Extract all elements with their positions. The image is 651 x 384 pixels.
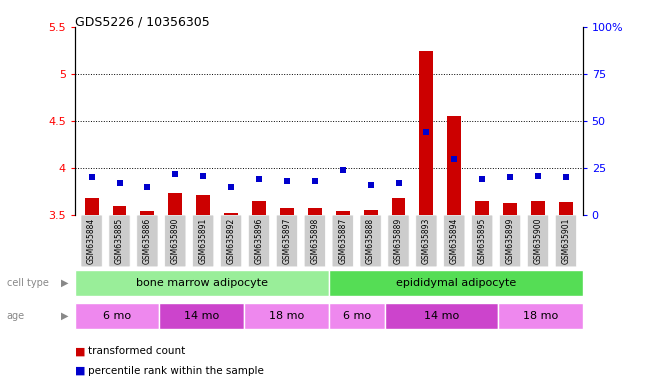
FancyBboxPatch shape: [249, 215, 270, 267]
FancyBboxPatch shape: [193, 215, 214, 267]
Text: ▶: ▶: [61, 278, 68, 288]
Text: GSM635893: GSM635893: [422, 218, 431, 264]
FancyBboxPatch shape: [499, 215, 521, 267]
Bar: [224, 213, 238, 215]
Text: GSM635884: GSM635884: [87, 218, 96, 264]
Text: GSM635886: GSM635886: [143, 218, 152, 264]
Bar: [141, 211, 154, 215]
Bar: [280, 209, 294, 215]
FancyBboxPatch shape: [385, 303, 498, 329]
Bar: [531, 201, 545, 215]
Text: 6 mo: 6 mo: [343, 311, 371, 321]
Text: 14 mo: 14 mo: [424, 311, 459, 321]
Bar: [308, 207, 322, 215]
Text: 6 mo: 6 mo: [103, 311, 132, 321]
Bar: [364, 210, 378, 215]
Text: GSM635887: GSM635887: [339, 218, 347, 264]
Bar: [391, 198, 406, 215]
FancyBboxPatch shape: [75, 270, 329, 296]
Text: ■: ■: [75, 366, 85, 376]
Text: GDS5226 / 10356305: GDS5226 / 10356305: [75, 15, 210, 28]
FancyBboxPatch shape: [329, 270, 583, 296]
Text: GSM635891: GSM635891: [199, 218, 208, 264]
Text: GSM635897: GSM635897: [283, 218, 292, 264]
Bar: [252, 201, 266, 215]
Text: 18 mo: 18 mo: [269, 311, 304, 321]
Text: GSM635898: GSM635898: [311, 218, 319, 264]
Bar: [336, 211, 350, 215]
FancyBboxPatch shape: [498, 303, 583, 329]
FancyBboxPatch shape: [388, 215, 409, 267]
FancyBboxPatch shape: [304, 215, 326, 267]
Bar: [196, 195, 210, 215]
Text: bone marrow adipocyte: bone marrow adipocyte: [136, 278, 268, 288]
FancyBboxPatch shape: [137, 215, 158, 267]
Text: GSM635890: GSM635890: [171, 218, 180, 264]
FancyBboxPatch shape: [329, 303, 385, 329]
Text: age: age: [7, 311, 25, 321]
Text: GSM635888: GSM635888: [366, 218, 375, 264]
Bar: [419, 51, 434, 215]
FancyBboxPatch shape: [471, 215, 493, 267]
FancyBboxPatch shape: [527, 215, 549, 267]
FancyBboxPatch shape: [244, 303, 329, 329]
Text: GSM635892: GSM635892: [227, 218, 236, 264]
Text: ■: ■: [75, 346, 85, 356]
FancyBboxPatch shape: [360, 215, 381, 267]
Text: GSM635885: GSM635885: [115, 218, 124, 264]
FancyBboxPatch shape: [159, 303, 244, 329]
Text: percentile rank within the sample: percentile rank within the sample: [88, 366, 264, 376]
FancyBboxPatch shape: [555, 215, 577, 267]
Text: GSM635894: GSM635894: [450, 218, 459, 264]
FancyBboxPatch shape: [332, 215, 353, 267]
FancyBboxPatch shape: [75, 303, 159, 329]
FancyBboxPatch shape: [416, 215, 437, 267]
Bar: [503, 203, 517, 215]
Bar: [85, 198, 98, 215]
Text: GSM635900: GSM635900: [534, 218, 542, 264]
Text: ▶: ▶: [61, 311, 68, 321]
Bar: [475, 201, 489, 215]
FancyBboxPatch shape: [165, 215, 186, 267]
Text: GSM635896: GSM635896: [255, 218, 264, 264]
FancyBboxPatch shape: [109, 215, 130, 267]
Bar: [559, 202, 573, 215]
FancyBboxPatch shape: [81, 215, 102, 267]
Text: 14 mo: 14 mo: [184, 311, 219, 321]
Text: transformed count: transformed count: [88, 346, 185, 356]
Bar: [447, 116, 462, 215]
Text: GSM635889: GSM635889: [394, 218, 403, 264]
Text: 18 mo: 18 mo: [523, 311, 558, 321]
Text: GSM635895: GSM635895: [478, 218, 487, 264]
FancyBboxPatch shape: [221, 215, 242, 267]
Text: cell type: cell type: [7, 278, 48, 288]
Text: GSM635901: GSM635901: [561, 218, 570, 264]
FancyBboxPatch shape: [276, 215, 298, 267]
Text: GSM635899: GSM635899: [506, 218, 514, 264]
Bar: [169, 194, 182, 215]
FancyBboxPatch shape: [444, 215, 465, 267]
Text: epididymal adipocyte: epididymal adipocyte: [396, 278, 516, 288]
Bar: [113, 206, 126, 215]
